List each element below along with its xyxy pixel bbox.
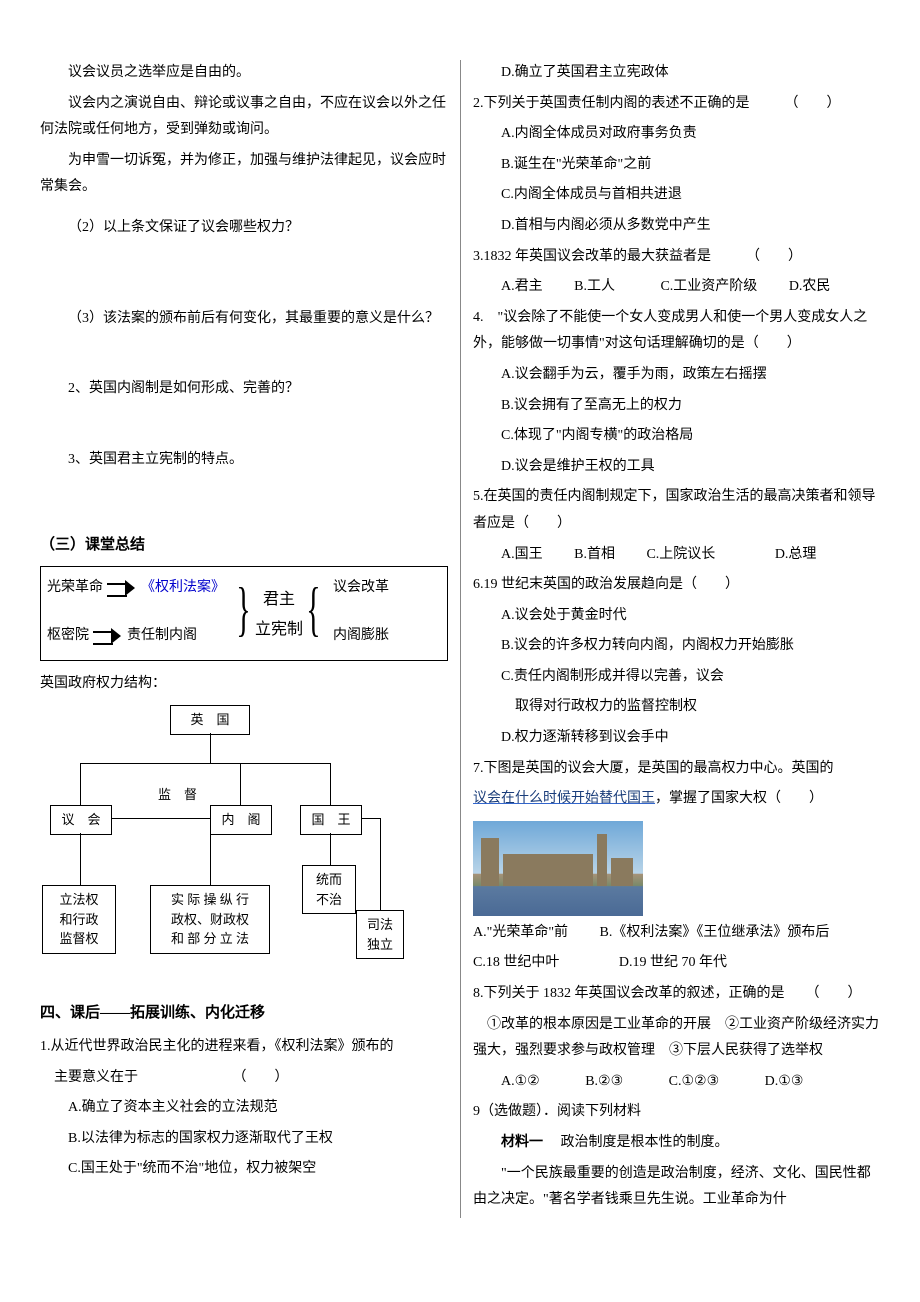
b4-a: 司法 [363, 915, 397, 935]
para-election: 议会议员之选举应是自由的。 [40, 60, 448, 87]
q2-b: B.诞生在"光荣革命"之前 [473, 152, 880, 179]
ex1-opt-a: A.确立了资本主义社会的立法规范 [40, 1095, 448, 1122]
ex1-opt-d: D.确立了英国君主立宪政体 [473, 60, 880, 87]
subq-2: 2、英国内阁制是如何形成、完善的？ [40, 376, 448, 403]
q2-c: C.内阁全体成员与首相共进退 [473, 182, 880, 209]
q7-b: B.《权利法案》《王位继承法》颁布后 [600, 925, 830, 940]
b1-a: 立法权 [49, 890, 109, 910]
b3-a: 统而 [309, 870, 349, 890]
d1-monarchy-b: 立宪制 [255, 615, 303, 645]
q5-b: B.首相 [574, 547, 615, 562]
d1-expand: 内阁膨胀 [333, 623, 389, 650]
q7-stem-b: ，掌握了国家大权（ ） [655, 791, 823, 806]
q5-a: A.国王 [501, 547, 543, 562]
q7-c: C.18 世纪中叶 [473, 955, 559, 970]
org-chart: 英 国 监 督 议 会 内 阁 国 王 立法权 和行政 监督权 实 际 操 纵 … [40, 705, 448, 985]
q7-a: A."光荣革命"前 [473, 925, 568, 940]
d1-bill: 《权利法案》 [141, 575, 225, 602]
label-supervise: 监 督 [158, 783, 197, 808]
b2-b: 政权、财政权 [157, 910, 263, 930]
q8-c: C.①②③ [669, 1074, 720, 1089]
q4-a: A.议会翻手为云，覆手为雨，政策左右摇摆 [473, 362, 880, 389]
box-parliament: 议 会 [50, 805, 112, 835]
arrow-icon [107, 582, 137, 594]
ex1-opt-c: C.国王处于"统而不治"地位，权力被架空 [40, 1156, 448, 1183]
d1-reform: 议会改革 [333, 575, 389, 602]
b1-c: 监督权 [49, 929, 109, 949]
subq-3: 3、英国君主立宪制的特点。 [40, 447, 448, 474]
q8-body: ①改革的根本原因是工业革命的开展 ②工业资产阶级经济实力强大，强烈要求参与政权管… [473, 1012, 880, 1065]
q3-b: B.工人 [574, 279, 615, 294]
q4-stem: 4. "议会除了不能使一个女人变成男人和使一个男人变成女人之外，能够做一切事情"… [473, 305, 880, 358]
b4-b: 独立 [363, 935, 397, 955]
box-king: 国 王 [300, 805, 362, 835]
q6-a: A.议会处于黄金时代 [473, 603, 880, 630]
brace-right-icon: { [306, 579, 320, 639]
box-cabinet: 内 阁 [210, 805, 272, 835]
q7-d: D.19 世纪 70 年代 [619, 955, 727, 970]
q5-c: C.上院议长 [646, 547, 715, 562]
q6-c2: 取得对行政权力的监督控制权 [473, 694, 880, 721]
para-speech: 议会内之演说自由、辩论或议事之自由，不应在议会以外之任何法院或任何地方，受到弹劾… [40, 91, 448, 144]
q5-stem: 5.在英国的责任内阁制规定下，国家政治生活的最高决策者和领导者应是（ ） [473, 484, 880, 537]
q3-c: C.工业资产阶级 [660, 279, 757, 294]
q8-b: B.②③ [585, 1074, 623, 1089]
q3-a: A.君主 [501, 279, 543, 294]
question-3: （3）该法案的颁布前后有何变化，其最重要的意义是什么？ [40, 306, 448, 333]
m1-text: 政治制度是根本性的制度。 [547, 1135, 729, 1150]
q2-a: A.内阁全体成员对政府事务负责 [473, 121, 880, 148]
para-assembly: 为申雪一切诉冤，并为修正，加强与维护法律起见，议会应时常集会。 [40, 148, 448, 201]
q4-d: D.议会是维护王权的工具 [473, 454, 880, 481]
ex1-opt-b: B.以法律为标志的国家权力逐渐取代了王权 [40, 1126, 448, 1153]
b3-b: 不治 [309, 890, 349, 910]
q2-d: D.首相与内阁必须从多数党中产生 [473, 213, 880, 240]
q4-b: B.议会拥有了至高无上的权力 [473, 393, 880, 420]
brace-left-icon: } [236, 579, 250, 639]
q3-d: D.农民 [789, 279, 831, 294]
q5-d: D.总理 [775, 547, 817, 562]
ex1-paren: （ ） [142, 1070, 289, 1085]
q6-c: C.责任内阁制形成并得以完善，议会 [473, 664, 880, 691]
d1-glorious: 光荣革命 [47, 575, 103, 602]
q7-underline: 议会在什么时候开始替代国王 [473, 791, 655, 806]
ex1-stem: 1.从近代世界政治民主化的进程来看，《权利法案》颁布的 [40, 1034, 448, 1061]
q6-stem: 6.19 世纪末英国的政治发展趋向是（ ） [473, 572, 880, 599]
box-uk: 英 国 [170, 705, 250, 735]
q9-stem: 9（选做题）．阅读下列材料 [473, 1099, 880, 1126]
q8-stem: 8.下列关于 1832 年英国议会改革的叙述，正确的是 （ ） [473, 981, 880, 1008]
m1-label: 材料一 [501, 1135, 543, 1150]
parliament-image [473, 821, 643, 916]
section-4-title: 四、课后——拓展训练、内化迁移 [40, 999, 448, 1028]
ex1-stem-b: 主要意义在于 [54, 1070, 138, 1085]
summary-diagram: 光荣革命 《权利法案》 枢密院 责任制内阁 } 君主 立宪制 { 议会改革 内阁… [40, 566, 448, 661]
q6-b: B.议会的许多权力转向内阁，内阁权力开始膨胀 [473, 633, 880, 660]
d1-monarchy-a: 君主 [255, 585, 303, 615]
question-2: （2）以上条文保证了议会哪些权力？ [40, 215, 448, 242]
b2-a: 实 际 操 纵 行 [157, 890, 263, 910]
q7-stem-a: 7.下图是英国的议会大厦，是英国的最高权力中心。英国的 [473, 756, 880, 783]
section-3-title: （三）课堂总结 [40, 531, 448, 560]
b2-c: 和 部 分 立 法 [157, 929, 263, 949]
d1-privy: 枢密院 [47, 623, 89, 650]
q6-d: D.权力逐渐转移到议会手中 [473, 725, 880, 752]
d1-cabinet: 责任制内阁 [127, 623, 197, 650]
q4-c: C.体现了"内阁专横"的政治格局 [473, 423, 880, 450]
gov-structure-label: 英国政府权力结构： [40, 671, 448, 698]
q8-a: A.①② [501, 1074, 540, 1089]
q2-stem: 2.下列关于英国责任制内阁的表述不正确的是 （ ） [473, 91, 880, 118]
arrow-icon [93, 630, 123, 642]
q3-stem: 3.1832 年英国议会改革的最大获益者是 （ ） [473, 244, 880, 271]
b1-b: 和行政 [49, 910, 109, 930]
m1-quote: "一个民族最重要的创造是政治制度，经济、文化、国民性都由之决定。"著名学者钱乘旦… [473, 1161, 880, 1214]
q8-d: D.①③ [765, 1074, 804, 1089]
